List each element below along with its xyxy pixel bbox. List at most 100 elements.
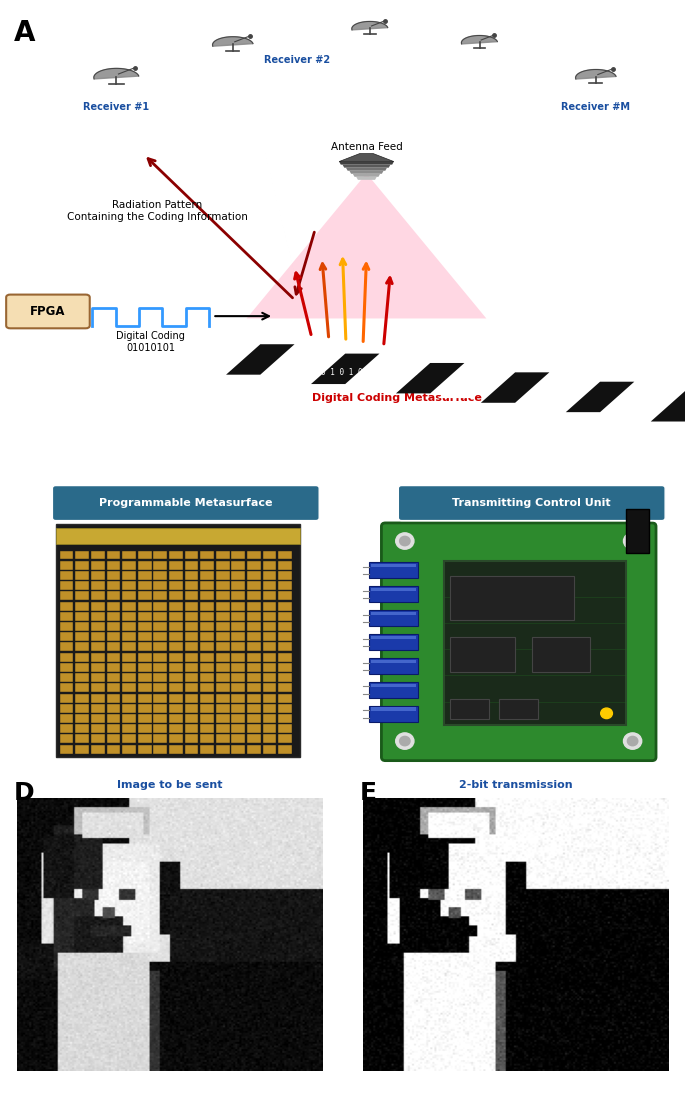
Bar xyxy=(91,652,105,661)
FancyBboxPatch shape xyxy=(399,486,665,520)
Bar xyxy=(232,581,245,591)
Bar xyxy=(200,734,214,744)
Bar xyxy=(232,642,245,651)
Bar xyxy=(169,571,183,580)
Bar xyxy=(263,622,277,631)
Bar xyxy=(263,642,277,651)
Bar xyxy=(278,724,292,733)
Bar xyxy=(138,714,151,723)
Bar xyxy=(263,561,277,570)
Bar xyxy=(122,602,136,611)
Bar xyxy=(169,704,183,713)
Bar xyxy=(122,673,136,682)
Text: C: C xyxy=(362,488,381,512)
Bar xyxy=(75,642,89,651)
Bar xyxy=(278,592,292,601)
Bar xyxy=(60,642,73,651)
Bar xyxy=(122,693,136,703)
Bar xyxy=(263,714,277,723)
Bar xyxy=(185,673,199,682)
Bar xyxy=(91,683,105,692)
Bar xyxy=(185,622,199,631)
Bar xyxy=(60,602,73,611)
Bar xyxy=(107,652,121,661)
Polygon shape xyxy=(339,162,394,164)
Bar xyxy=(107,622,121,631)
Bar xyxy=(60,561,73,570)
Bar xyxy=(122,714,136,723)
Bar xyxy=(247,622,261,631)
Bar xyxy=(263,592,277,601)
Bar xyxy=(75,704,89,713)
Bar xyxy=(451,637,516,672)
Bar xyxy=(153,724,167,733)
Bar xyxy=(278,673,292,682)
Bar xyxy=(216,642,229,651)
Bar xyxy=(216,622,229,631)
Bar xyxy=(153,612,167,620)
Bar xyxy=(122,683,136,692)
Bar xyxy=(75,592,89,601)
Bar xyxy=(232,724,245,733)
Bar xyxy=(169,581,183,591)
Bar xyxy=(200,622,214,631)
Bar xyxy=(138,571,151,580)
Bar xyxy=(138,663,151,672)
Bar xyxy=(263,734,277,744)
Bar xyxy=(138,683,151,692)
Bar xyxy=(169,745,183,754)
Bar xyxy=(107,734,121,744)
Bar xyxy=(60,704,73,713)
Bar xyxy=(138,673,151,682)
Bar xyxy=(122,633,136,641)
Bar xyxy=(91,612,105,620)
Bar xyxy=(371,636,416,639)
Bar xyxy=(60,652,73,661)
Bar xyxy=(75,612,89,620)
Bar xyxy=(247,663,261,672)
Bar xyxy=(60,581,73,591)
Bar xyxy=(263,652,277,661)
Bar xyxy=(232,652,245,661)
Text: Receiver #1: Receiver #1 xyxy=(84,102,149,112)
Bar xyxy=(247,602,261,611)
Bar xyxy=(232,551,245,560)
Bar xyxy=(247,652,261,661)
Bar xyxy=(232,734,245,744)
Bar xyxy=(278,642,292,651)
Bar xyxy=(247,724,261,733)
Circle shape xyxy=(396,533,414,549)
Bar xyxy=(138,561,151,570)
Bar xyxy=(247,745,261,754)
Polygon shape xyxy=(269,349,337,379)
Bar xyxy=(153,673,167,682)
Bar xyxy=(200,745,214,754)
Text: Radiation Pattern
Containing the Coding Information: Radiation Pattern Containing the Coding … xyxy=(67,199,248,222)
Bar xyxy=(169,714,183,723)
Bar xyxy=(278,581,292,591)
Bar xyxy=(153,571,167,580)
Bar xyxy=(532,637,590,672)
Bar xyxy=(60,551,73,560)
Bar xyxy=(278,561,292,570)
Bar xyxy=(169,663,183,672)
Bar xyxy=(60,745,73,754)
Bar xyxy=(153,592,167,601)
Bar xyxy=(216,663,229,672)
Polygon shape xyxy=(342,164,390,168)
Bar xyxy=(107,633,121,641)
Bar xyxy=(75,673,89,682)
Bar xyxy=(153,745,167,754)
Bar xyxy=(247,612,261,620)
Bar xyxy=(169,652,183,661)
Bar xyxy=(369,562,418,579)
Bar xyxy=(216,551,229,560)
Bar xyxy=(169,683,183,692)
Bar xyxy=(60,673,73,682)
Bar xyxy=(91,693,105,703)
Bar xyxy=(263,673,277,682)
Bar xyxy=(91,642,105,651)
Bar xyxy=(91,663,105,672)
Text: Antenna Feed: Antenna Feed xyxy=(331,142,402,152)
Bar xyxy=(75,561,89,570)
